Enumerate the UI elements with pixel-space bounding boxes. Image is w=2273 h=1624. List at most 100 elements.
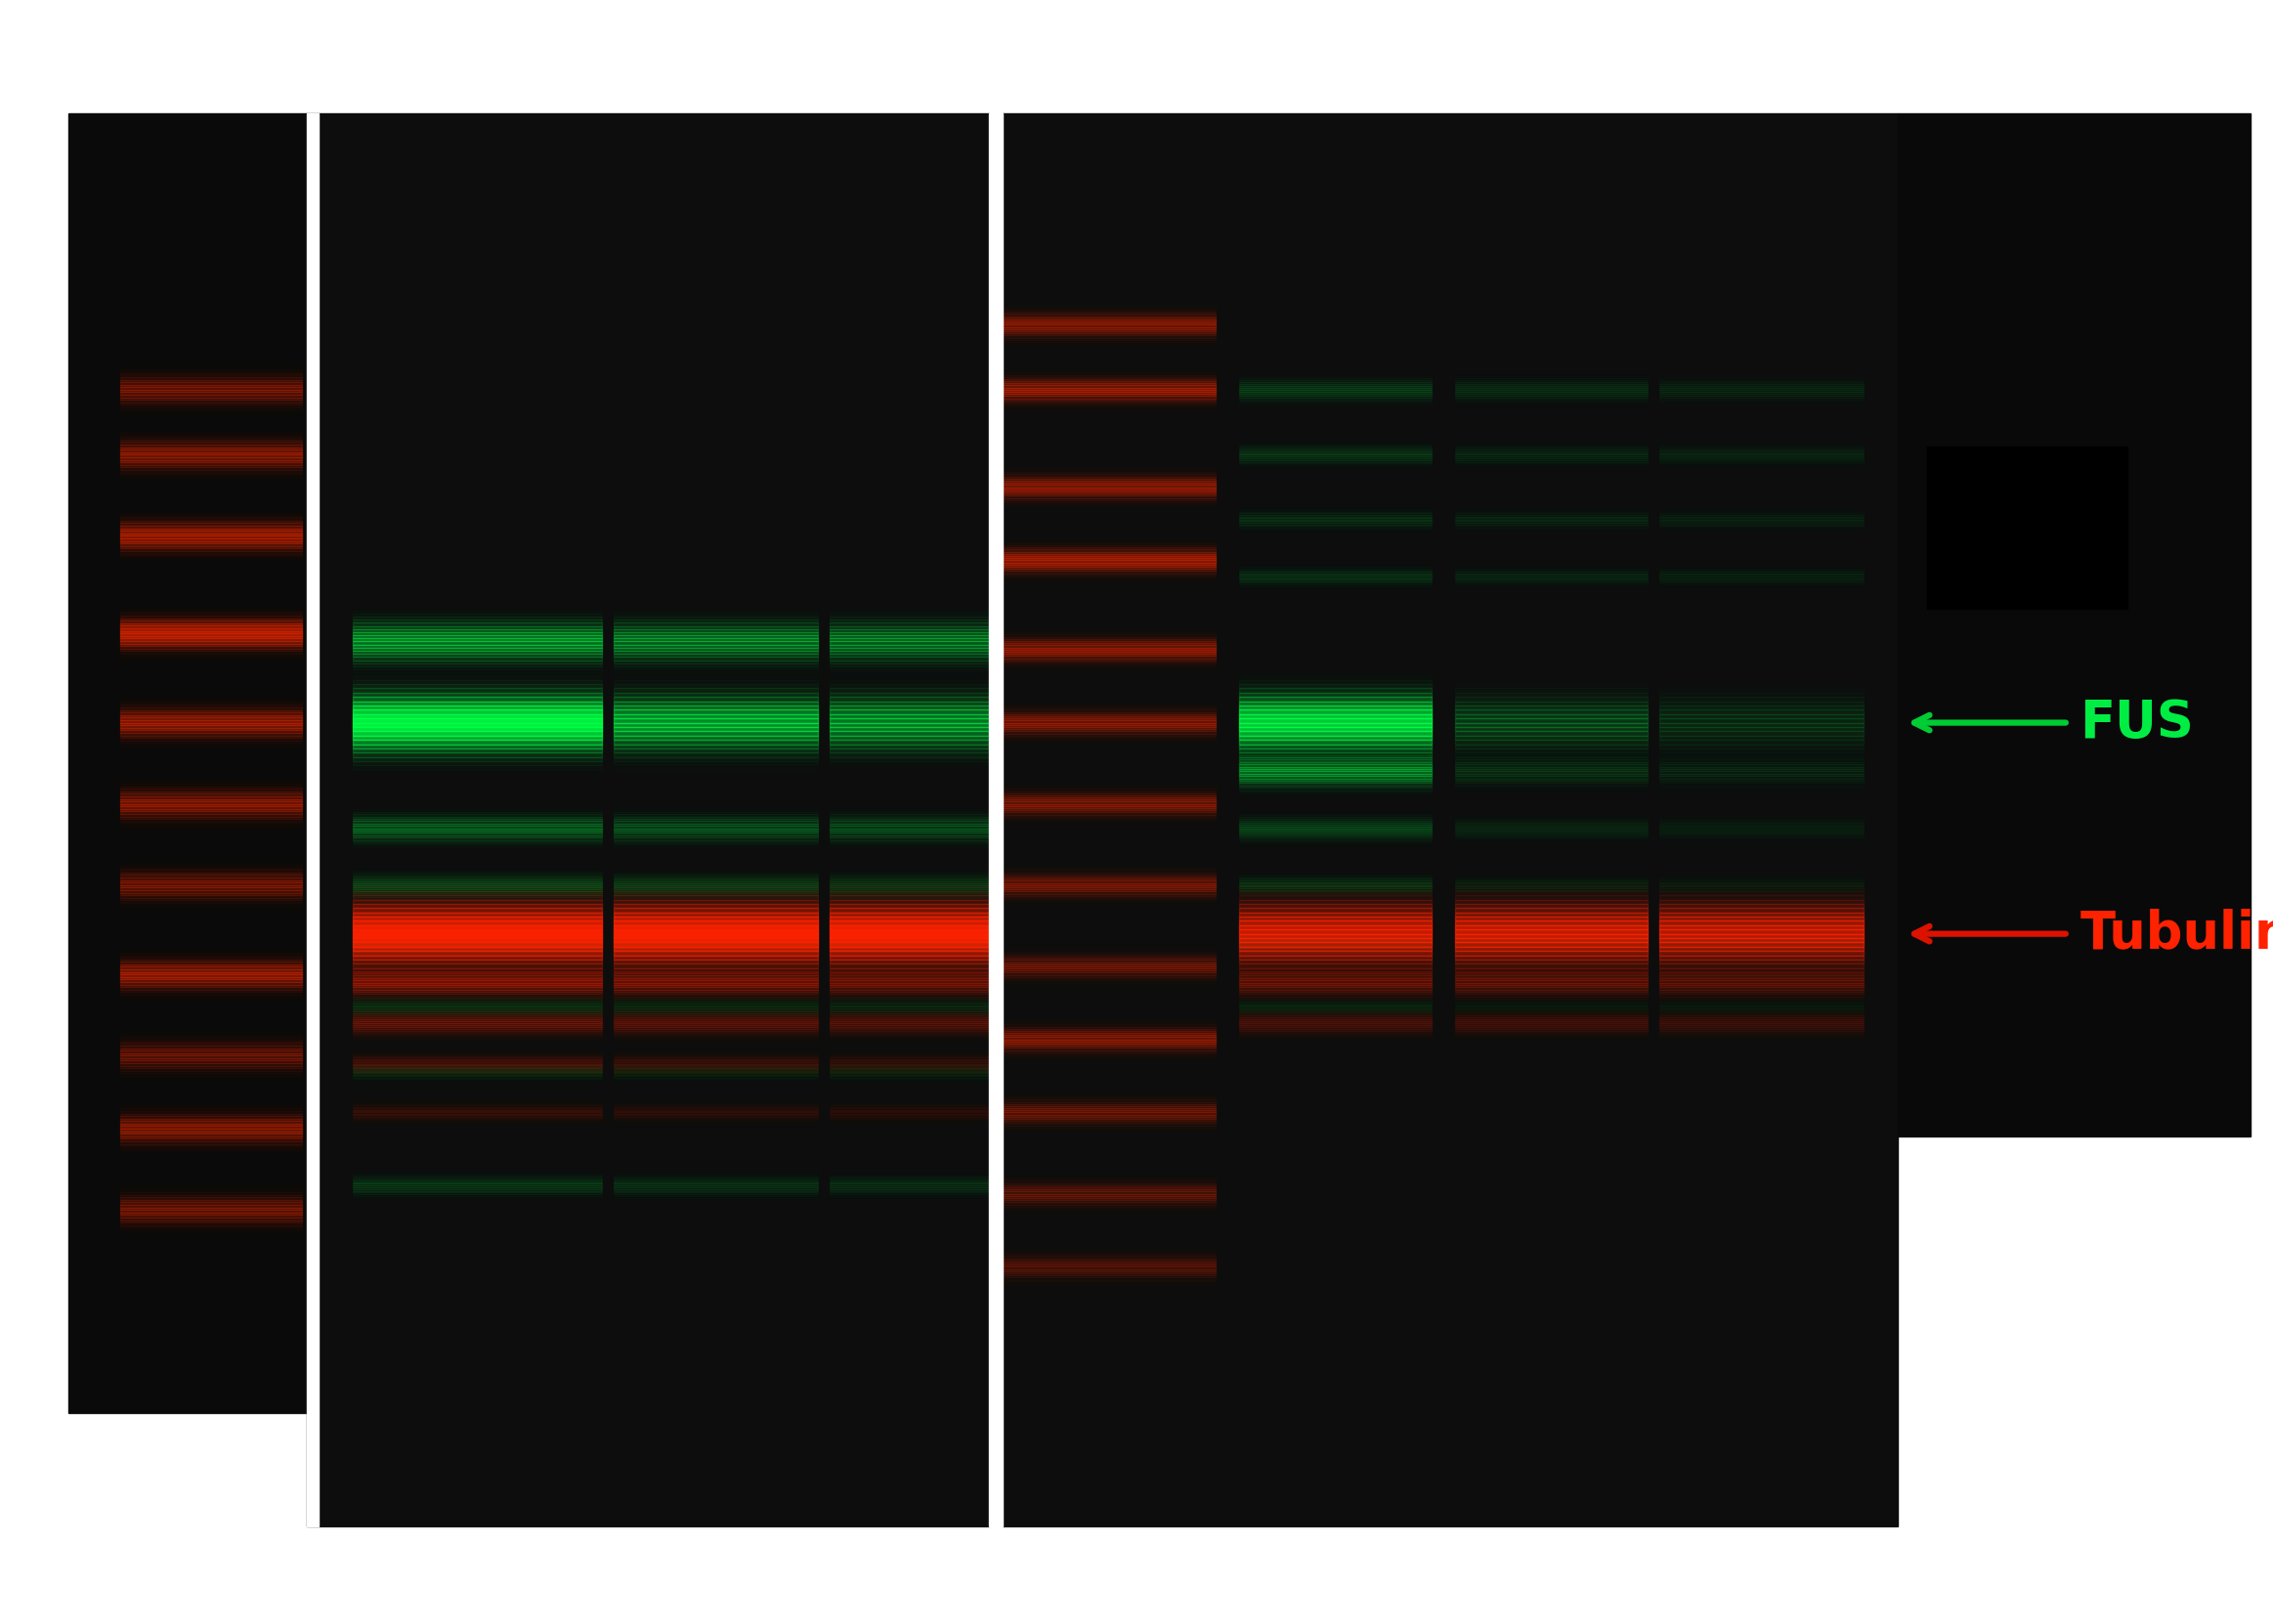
Bar: [614, 898, 818, 901]
Bar: [120, 948, 302, 952]
Bar: [830, 981, 1000, 986]
Bar: [352, 762, 602, 765]
Bar: [830, 666, 1000, 669]
Bar: [1002, 1255, 1216, 1259]
Bar: [614, 926, 818, 929]
Bar: [830, 1031, 1000, 1033]
Bar: [1239, 1012, 1432, 1013]
Bar: [830, 997, 1000, 999]
Bar: [830, 913, 1000, 916]
Bar: [1659, 895, 1864, 900]
Bar: [1002, 648, 1216, 650]
Bar: [352, 997, 602, 999]
Bar: [1659, 693, 1864, 697]
Bar: [352, 635, 602, 638]
Bar: [1002, 729, 1216, 731]
Bar: [120, 1103, 302, 1106]
Bar: [120, 614, 302, 615]
Bar: [352, 715, 602, 718]
Bar: [120, 974, 302, 978]
Bar: [120, 718, 302, 719]
Bar: [1659, 822, 1864, 825]
Bar: [120, 450, 302, 451]
Bar: [1002, 1095, 1216, 1098]
Bar: [1002, 817, 1216, 818]
Bar: [1659, 892, 1864, 895]
Bar: [1659, 1017, 1864, 1020]
Bar: [1239, 942, 1432, 947]
Bar: [830, 882, 1000, 887]
Bar: [614, 818, 818, 822]
Bar: [830, 689, 1000, 693]
Bar: [830, 879, 1000, 882]
Bar: [1002, 313, 1216, 317]
Bar: [120, 1137, 302, 1138]
Bar: [1002, 789, 1216, 791]
Bar: [830, 978, 1000, 981]
Bar: [1659, 451, 1864, 453]
Bar: [1455, 997, 1648, 999]
Bar: [1239, 1020, 1432, 1021]
Bar: [830, 1171, 1000, 1173]
Bar: [1455, 815, 1648, 817]
Bar: [352, 892, 602, 893]
Bar: [1659, 827, 1864, 828]
Bar: [1239, 963, 1432, 968]
Bar: [830, 752, 1000, 757]
Bar: [120, 1038, 302, 1041]
Bar: [120, 477, 302, 481]
Bar: [120, 700, 302, 703]
Bar: [1239, 442, 1432, 445]
Bar: [1659, 710, 1864, 715]
Bar: [352, 908, 602, 913]
Bar: [1002, 1111, 1216, 1112]
Bar: [120, 409, 302, 412]
Bar: [352, 963, 602, 968]
Bar: [830, 926, 1000, 929]
Bar: [1455, 387, 1648, 388]
Bar: [614, 1036, 818, 1039]
Bar: [120, 804, 302, 807]
Bar: [1928, 447, 2128, 609]
Bar: [830, 1173, 1000, 1176]
Bar: [1455, 1036, 1648, 1039]
Bar: [1239, 1030, 1432, 1031]
Bar: [1659, 831, 1864, 835]
Bar: [614, 741, 818, 744]
Bar: [120, 1051, 302, 1052]
Bar: [614, 879, 818, 882]
Bar: [1455, 1033, 1648, 1034]
Bar: [830, 1189, 1000, 1190]
Bar: [830, 823, 1000, 827]
Bar: [614, 1004, 818, 1005]
Bar: [614, 963, 818, 968]
Bar: [1002, 715, 1216, 716]
Bar: [1239, 750, 1432, 752]
Bar: [120, 859, 302, 862]
Bar: [352, 731, 602, 736]
Bar: [1659, 783, 1864, 786]
Bar: [120, 1119, 302, 1121]
Bar: [614, 632, 818, 635]
Bar: [352, 1192, 602, 1194]
Bar: [614, 614, 818, 617]
Bar: [352, 736, 602, 741]
Bar: [1002, 703, 1216, 705]
Bar: [614, 1182, 818, 1184]
Bar: [1455, 442, 1648, 445]
Bar: [352, 728, 602, 731]
Bar: [1239, 460, 1432, 461]
Bar: [614, 981, 818, 986]
Bar: [1002, 1207, 1216, 1208]
Bar: [120, 822, 302, 823]
Bar: [1455, 705, 1648, 710]
Bar: [1659, 989, 1864, 992]
Bar: [1002, 1199, 1216, 1200]
Bar: [1659, 929, 1864, 934]
Bar: [830, 635, 1000, 638]
Bar: [1455, 926, 1648, 929]
Bar: [352, 942, 602, 947]
Bar: [1239, 702, 1432, 705]
Bar: [614, 814, 818, 817]
Bar: [1455, 1007, 1648, 1010]
